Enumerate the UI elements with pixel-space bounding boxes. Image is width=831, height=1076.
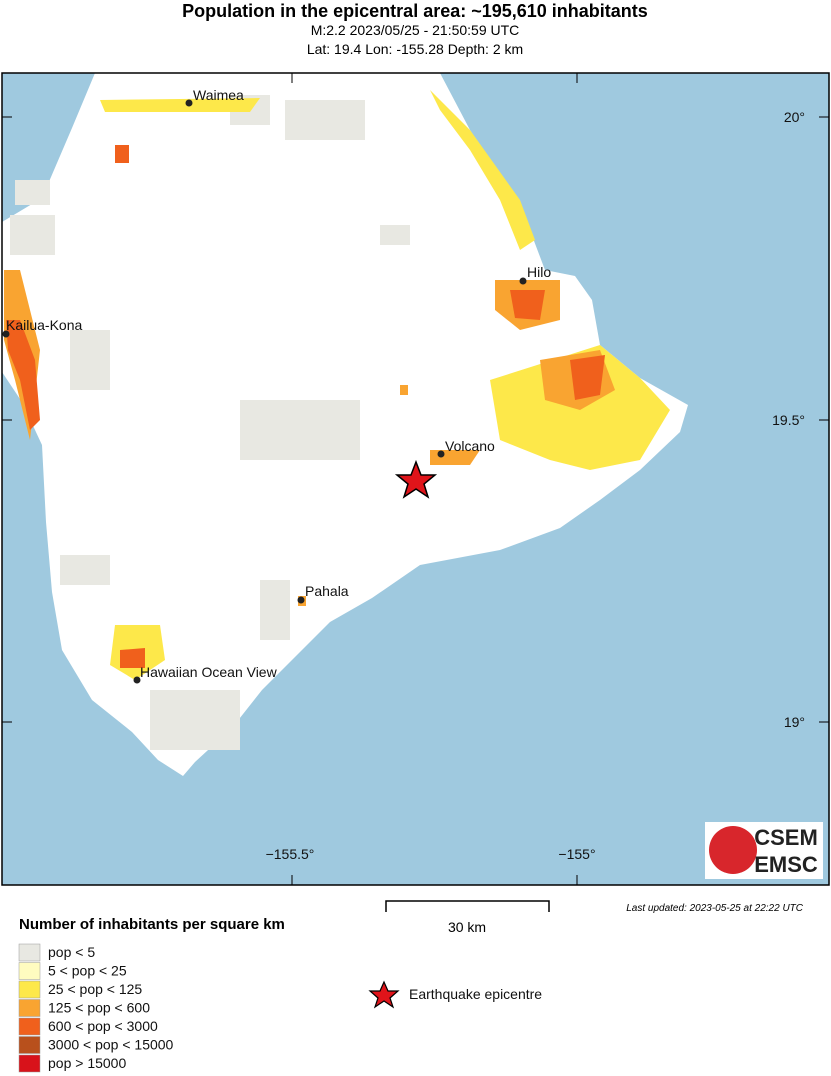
legend-label: pop > 15000 — [48, 1055, 126, 1071]
scale-label: 30 km — [448, 919, 486, 935]
lat-label: 19° — [784, 714, 805, 730]
graticule-ticks — [2, 73, 829, 885]
logo-text: CSEM — [754, 825, 818, 850]
cities: Waimea Hilo Kailua-Kona Volcano Pahala H… — [2, 87, 551, 684]
city-label: Kailua-Kona — [6, 317, 82, 333]
legend-label: pop < 5 — [48, 944, 95, 960]
subtitle: M:2.2 2023/05/25 - 21:50:59 UTC — [311, 22, 520, 38]
legend-star — [368, 980, 400, 1009]
map: Waimea Hilo Kailua-Kona Volcano Pahala H… — [1, 72, 830, 886]
scale-bar — [385, 900, 550, 912]
legend-label: 3000 < pop < 15000 — [48, 1037, 174, 1053]
city-label: Hawaiian Ocean View — [140, 664, 278, 680]
legend: pop < 5 5 < pop < 25 25 < pop < 125 125 < p… — [18, 943, 174, 1073]
last-updated: Last updated: 2023-05-25 at 22:22 UTC — [626, 903, 804, 914]
lat-label: 19.5° — [772, 412, 805, 428]
city-label: Hilo — [527, 264, 551, 280]
city-label: Waimea — [193, 87, 244, 103]
map-frame — [1, 72, 830, 886]
title: Population in the epicentral area: ~195,… — [182, 1, 648, 21]
legend-swatch — [18, 943, 41, 962]
legend-swatch — [18, 1036, 41, 1054]
legend-swatch — [18, 1017, 41, 1036]
legend-swatch — [18, 980, 41, 999]
epicentre-star — [394, 459, 438, 499]
legend-label: 5 < pop < 25 — [48, 963, 127, 979]
lon-label: −155.5° — [266, 846, 315, 862]
legend-swatch — [18, 999, 41, 1017]
legend-label: 25 < pop < 125 — [48, 981, 142, 997]
legend-label: 125 < pop < 600 — [48, 1000, 150, 1016]
legend-label: Earthquake epicentre — [409, 986, 542, 1002]
legend-swatch — [18, 1054, 41, 1073]
logo-globe — [709, 826, 757, 874]
logo-text: EMSC — [754, 852, 818, 877]
low-density-areas — [10, 95, 410, 750]
city-label: Pahala — [305, 583, 349, 599]
subtitle: Lat: 19.4 Lon: -155.28 Depth: 2 km — [307, 41, 523, 57]
legend-label: 600 < pop < 3000 — [48, 1018, 158, 1034]
legend-swatch — [18, 962, 41, 980]
populated-areas — [4, 90, 670, 680]
legend-title: Number of inhabitants per square km — [19, 916, 285, 933]
city-label: Volcano — [445, 438, 495, 454]
lon-label: −155° — [558, 846, 595, 862]
lat-label: 20° — [784, 109, 805, 125]
